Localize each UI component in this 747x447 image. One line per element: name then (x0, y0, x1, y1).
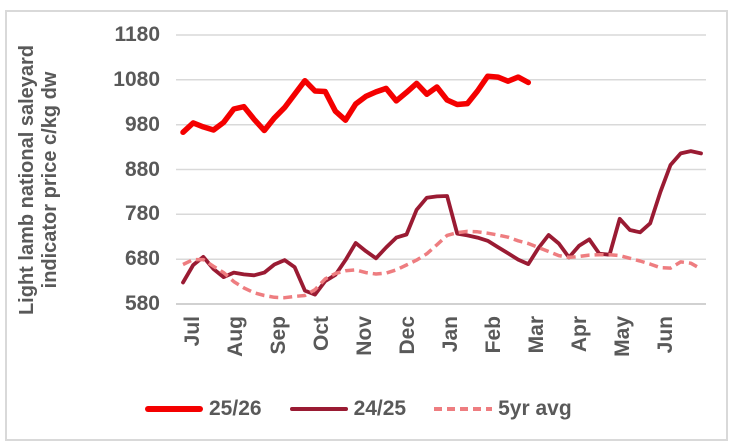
x-tick-label-oct: Oct (310, 316, 333, 352)
chart-border (5, 10, 728, 441)
x-tick-label-jul: Jul (181, 316, 204, 347)
series-line-25-26 (180, 73, 532, 136)
x-tick-label-aug: Aug (224, 316, 247, 357)
y-tick-label: 580 (124, 292, 160, 315)
x-tick-label-apr: Apr (568, 316, 591, 353)
y-axis-title: Light lamb national saleyard indicator p… (16, 22, 64, 338)
x-tick-label-feb: Feb (482, 316, 505, 354)
legend-line-25-26 (145, 406, 203, 412)
y-tick-label: 1080 (113, 67, 160, 91)
legend-label-25-26: 25/26 (209, 397, 262, 420)
x-tick-label-sep: Sep (267, 316, 290, 355)
legend: 25/26 24/25 5yr avg (145, 394, 572, 424)
y-tick-label: 680 (124, 247, 160, 271)
y-tick-label: 880 (124, 157, 160, 181)
x-tick-label-jun: Jun (654, 316, 677, 354)
legend-item-25-26: 25/26 (145, 395, 262, 423)
x-tick-label-jan: Jan (439, 316, 462, 353)
series-line-5yr-avg (182, 229, 702, 300)
legend-line-5yr-avg (434, 407, 493, 411)
y-tick-label: 780 (124, 202, 160, 226)
legend-label-24-25: 24/25 (353, 397, 407, 420)
series-line-24-25 (181, 149, 703, 297)
legend-label-5yr-avg: 5yr avg (498, 397, 572, 420)
y-axis-title-line1: Light lamb national saleyard (16, 44, 38, 316)
y-tick-label: 1180 (114, 23, 160, 46)
x-tick-label-may: May (611, 316, 634, 357)
legend-item-5yr-avg: 5yr avg (434, 395, 572, 423)
y-axis-title-line2: indicator price c/kg dw (39, 71, 61, 289)
x-tick-label-mar: Mar (525, 316, 548, 354)
x-tick-label-nov: Nov (353, 316, 376, 356)
y-tick-label: 980 (124, 112, 160, 136)
legend-item-24-25: 24/25 (289, 395, 407, 423)
legend-line-24-25 (289, 407, 348, 411)
x-tick-label-dec: Dec (396, 316, 419, 355)
